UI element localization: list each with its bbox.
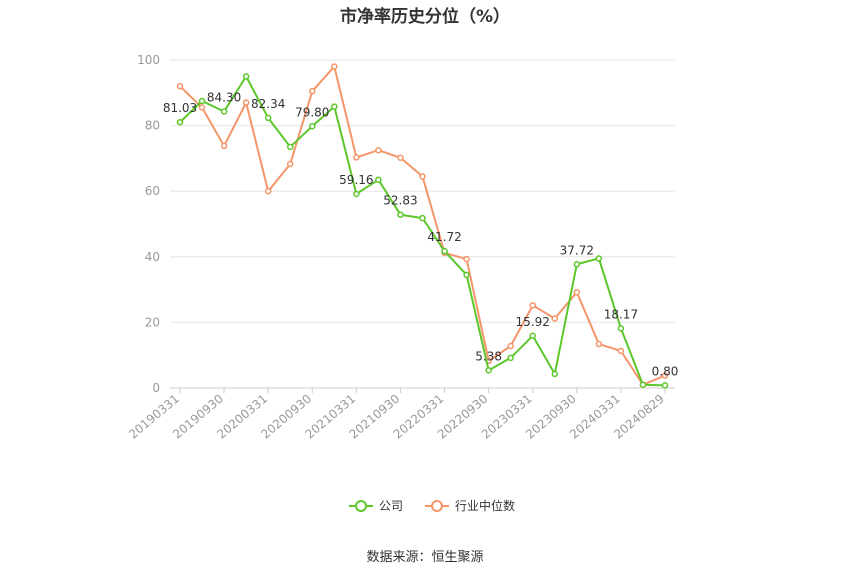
data-point: [485, 367, 492, 374]
data-label: 41.72: [427, 230, 461, 244]
series-area: [176, 63, 669, 389]
data-point: [220, 108, 228, 115]
legend-label: 行业中位数: [455, 498, 515, 513]
data-point: [419, 173, 426, 180]
data-point: [309, 123, 316, 130]
data-label: 81.03: [163, 101, 197, 115]
data-point: [242, 99, 250, 106]
data-point: [441, 247, 448, 255]
data-point: [595, 255, 603, 262]
data-point: [309, 87, 316, 95]
y-tick-label: 60: [145, 184, 160, 198]
data-point: [176, 82, 184, 90]
data-point: [286, 143, 294, 151]
data-point: [463, 255, 470, 263]
data-point: [617, 347, 625, 355]
legend-swatch-marker: [431, 500, 443, 512]
data-point: [286, 160, 294, 168]
data-point: [176, 118, 184, 126]
data-label: 18.17: [604, 307, 638, 321]
data-label: 37.72: [560, 243, 594, 257]
data-point: [661, 372, 669, 379]
y-tick-label: 80: [145, 119, 160, 133]
data-point: [529, 332, 536, 340]
data-point: [353, 190, 360, 198]
data-point: [419, 214, 426, 222]
data-label: 5.38: [475, 349, 502, 363]
legend[interactable]: 公司 行业中位数: [349, 498, 515, 513]
chart-title: 市净率历史分位（%）: [339, 7, 511, 27]
data-point: [331, 103, 338, 110]
series-line: [179, 65, 666, 386]
data-label: 0.80: [652, 364, 679, 378]
data-label: 15.92: [516, 315, 550, 329]
data-point: [573, 261, 581, 268]
data-point: [639, 381, 647, 388]
data-point: [661, 382, 669, 389]
data-point: [264, 114, 272, 122]
series-line: [179, 75, 666, 387]
data-point: [375, 146, 382, 154]
data-point: [529, 302, 536, 309]
grid: [170, 59, 675, 323]
data-label: 79.80: [295, 105, 329, 119]
data-point: [551, 315, 559, 322]
y-tick-label: 100: [137, 53, 160, 67]
data-point: [242, 73, 250, 80]
data-point: [331, 63, 338, 70]
data-point: [375, 176, 382, 183]
y-tick-label: 20: [145, 315, 160, 329]
data-point: [198, 97, 206, 105]
data-point: [573, 288, 581, 296]
data-point: [220, 142, 228, 150]
data-label: 84.30: [207, 90, 241, 104]
data-label: 82.34: [251, 97, 285, 111]
data-point: [507, 354, 514, 362]
data-point: [397, 154, 404, 161]
data-labels: 81.03 84.30 82.34 79.80 59.16 52.83 41.72 5.38 1…: [163, 90, 679, 378]
legend-label: 公司: [379, 499, 403, 513]
data-point: [551, 370, 559, 378]
data-point: [507, 342, 514, 350]
data-point: [198, 104, 206, 111]
data-point: [595, 340, 603, 348]
data-label: 59.16: [339, 173, 373, 187]
legend-swatch-marker: [355, 500, 367, 512]
data-point: [463, 271, 470, 279]
data-point: [617, 325, 625, 332]
y-tick-label: 40: [145, 250, 160, 264]
y-tick-label: 0: [152, 381, 160, 395]
data-point: [397, 211, 404, 218]
source-note: 数据来源：恒生聚源: [366, 550, 484, 565]
data-label: 52.83: [383, 194, 417, 208]
data-point: [353, 154, 360, 161]
data-point: [264, 187, 272, 195]
